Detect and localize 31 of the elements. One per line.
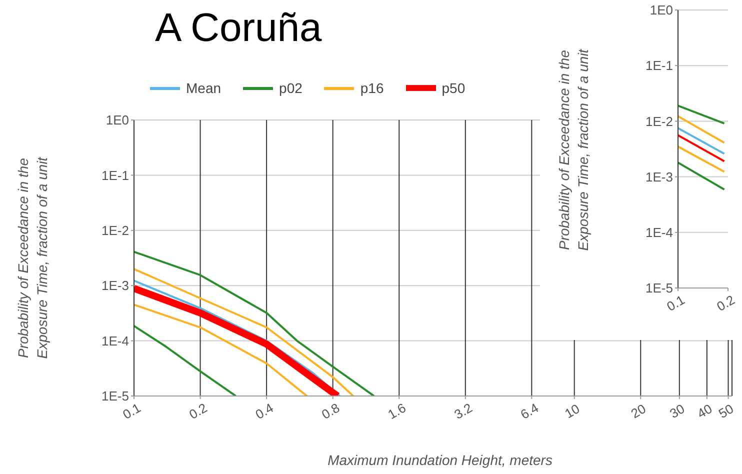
x-tick-label: 6.4 [518, 400, 542, 422]
y-tick-label: 1E-1 [102, 168, 129, 183]
x-tick-label: 0.8 [319, 400, 342, 422]
x-tick-label: 0.4 [252, 400, 276, 422]
x-tick-label: 30 [667, 400, 688, 422]
y-axis-title: Probability of Exceedance in the Exposure Time, fraction of a unit [555, 48, 592, 253]
y-tick-label: 1E-3 [102, 278, 129, 294]
x-tick-label: 0.2 [714, 292, 738, 314]
legend-label: Mean [186, 80, 222, 96]
legend-label: p16 [360, 80, 384, 96]
y-tick-label: 1E-2 [102, 223, 129, 238]
y-axis-title: Probability of Exceedance in the Exposure Time, fraction of a unit [14, 156, 51, 361]
y-tick-label: 1E0 [106, 112, 129, 128]
legend-label: p02 [279, 80, 302, 96]
x-tick-label: 3.2 [452, 400, 475, 422]
x-tick-label: 50 [716, 400, 736, 422]
x-tick-label: 40 [694, 400, 715, 422]
y-tick-label: 1E-3 [646, 169, 673, 184]
y-tick-label: 1E-4 [102, 333, 129, 348]
y-tick-label: 1E0 [650, 2, 673, 18]
x-tick-label: 0.2 [186, 400, 210, 422]
y-tick-label: 1E-2 [646, 114, 673, 129]
x-axis-title: Maximum Inundation Height, meters [326, 452, 554, 468]
x-tick-label: 20 [628, 400, 648, 422]
y-tick-label: 1E-4 [646, 225, 673, 240]
chart-title: A Coruña [155, 6, 322, 51]
x-tick-label: 10 [562, 400, 582, 422]
legend-label: p50 [442, 80, 466, 96]
x-tick-label: 1.6 [385, 400, 408, 422]
line-series [134, 324, 237, 396]
y-tick-label: 1E-1 [646, 58, 673, 74]
